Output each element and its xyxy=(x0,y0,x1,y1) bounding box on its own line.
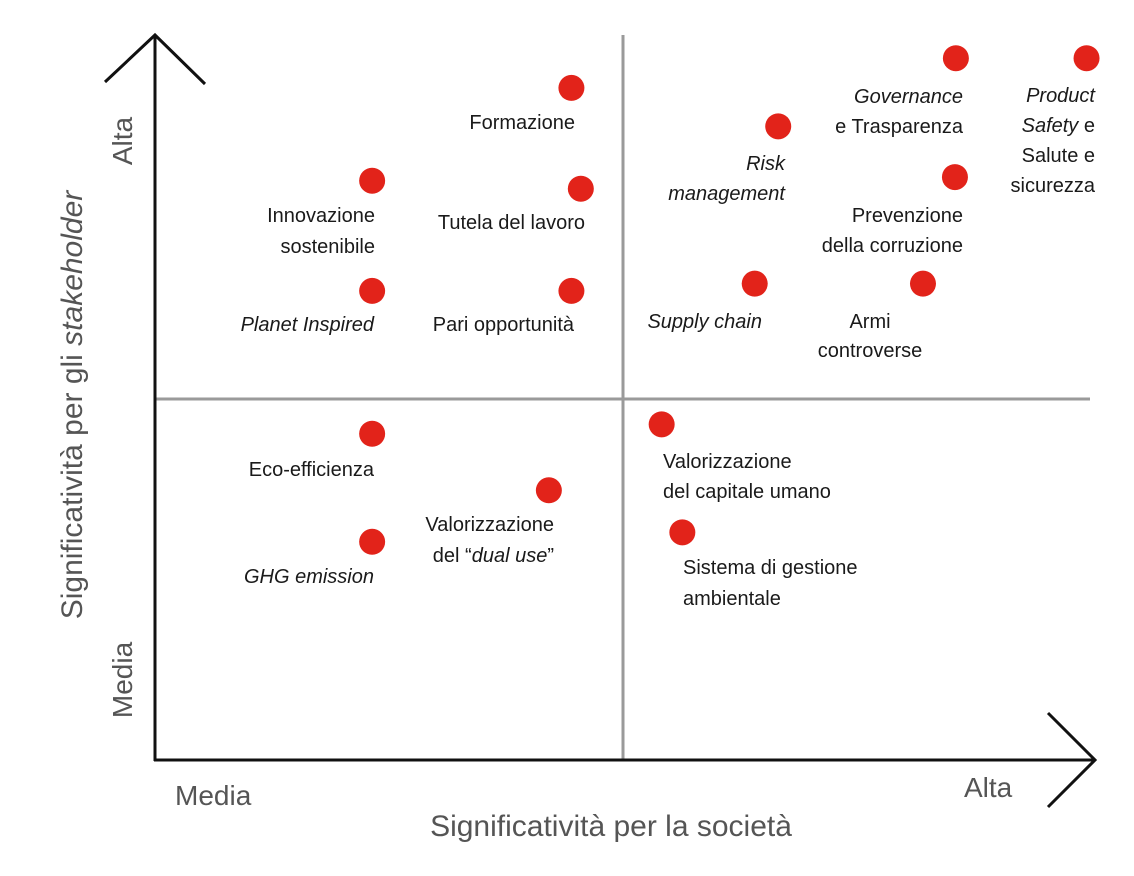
data-point xyxy=(558,277,585,304)
data-point xyxy=(648,411,675,438)
data-point xyxy=(558,74,585,101)
point-label: Product xyxy=(1026,85,1096,107)
point-label: e Trasparenza xyxy=(835,116,964,138)
text-segment: sicurezza xyxy=(1011,175,1096,197)
text-segment: Planet Inspired xyxy=(241,314,375,336)
text-segment: controverse xyxy=(818,340,923,362)
point-label: Innovazione xyxy=(267,205,375,227)
text-segment: Governance xyxy=(854,86,963,108)
text-segment: e Trasparenza xyxy=(835,116,964,138)
x-axis-title: Significatività per la società xyxy=(430,810,792,843)
point-label: Formazione xyxy=(469,112,575,134)
data-point xyxy=(359,277,386,304)
point-label: ambientale xyxy=(683,588,781,610)
point-label: Valorizzazione xyxy=(663,451,792,473)
point-label: del “dual use” xyxy=(433,545,554,567)
point-label: della corruzione xyxy=(822,235,963,257)
text-segment: Product xyxy=(1026,85,1096,107)
point-label: Sistema di gestione xyxy=(683,557,858,579)
point-label: Governance xyxy=(854,86,963,108)
text-segment: Eco-efficienza xyxy=(249,459,375,481)
data-point xyxy=(669,519,696,546)
text-segment: Sistema di gestione xyxy=(683,557,858,579)
text-segment: management xyxy=(668,183,786,205)
text-segment: Significatività per la società xyxy=(430,810,792,843)
text-segment: Significatività per gli xyxy=(56,346,89,619)
x-axis-arrow xyxy=(1046,711,1098,809)
text-segment: GHG emission xyxy=(244,566,374,588)
text-segment: Armi xyxy=(849,311,890,333)
data-point xyxy=(359,167,386,194)
point-label: Safety e xyxy=(1022,115,1095,137)
text-segment: stakeholder xyxy=(56,190,89,346)
text-segment: Salute e xyxy=(1022,145,1095,167)
text-segment: Tutela del lavoro xyxy=(438,212,585,234)
text-segment: Prevenzione xyxy=(852,205,963,227)
point-label: controverse xyxy=(818,340,923,362)
point-label: GHG emission xyxy=(244,566,374,588)
data-point xyxy=(741,270,768,297)
point-label: Prevenzione xyxy=(852,205,963,227)
text-segment: del “ xyxy=(433,545,472,567)
point-label: management xyxy=(668,183,786,205)
point-label: Supply chain xyxy=(647,311,762,333)
point-label: Armi xyxy=(849,311,890,333)
point-label: Tutela del lavoro xyxy=(438,212,585,234)
text-segment: sostenibile xyxy=(280,236,375,258)
point-label: sostenibile xyxy=(280,236,375,258)
text-segment: Risk xyxy=(746,153,786,175)
point-label: Risk xyxy=(746,153,786,175)
text-segment: Valorizzazione xyxy=(425,514,554,536)
point-label: Salute e xyxy=(1022,145,1095,167)
text-segment: Valorizzazione xyxy=(663,451,792,473)
data-point xyxy=(765,113,792,140)
text-segment: e xyxy=(1078,115,1095,137)
text-segment: Supply chain xyxy=(647,311,762,333)
y-axis-arrow xyxy=(103,32,207,86)
point-label: Eco-efficienza xyxy=(249,459,375,481)
data-point xyxy=(909,270,936,297)
data-point xyxy=(359,420,386,447)
point-label: del capitale umano xyxy=(663,481,831,503)
point-label: sicurezza xyxy=(1011,175,1096,197)
data-point xyxy=(359,528,386,555)
x-axis-end-label: Media xyxy=(175,780,252,811)
data-point xyxy=(942,45,969,72)
text-segment: Pari opportunità xyxy=(433,314,575,336)
y-axis-title: Significatività per gli stakeholder xyxy=(56,190,89,620)
data-point xyxy=(941,164,968,191)
y-axis-end-label: Alta xyxy=(107,116,138,165)
text-segment: Innovazione xyxy=(267,205,375,227)
point-label: Valorizzazione xyxy=(425,514,554,536)
text-segment: dual use xyxy=(472,545,548,567)
text-segment: ambientale xyxy=(683,588,781,610)
text-segment: Formazione xyxy=(469,112,575,134)
point-label: Planet Inspired xyxy=(241,314,375,336)
y-axis-end-label: Media xyxy=(107,641,138,718)
point-label: Pari opportunità xyxy=(433,314,575,336)
text-segment: del capitale umano xyxy=(663,481,831,503)
x-axis-end-label: Alta xyxy=(964,772,1013,803)
text-segment: Safety xyxy=(1022,115,1080,137)
text-segment: della corruzione xyxy=(822,235,963,257)
text-segment: ” xyxy=(547,545,554,567)
data-point xyxy=(567,175,594,202)
data-point xyxy=(1073,45,1100,72)
data-point xyxy=(535,477,562,504)
